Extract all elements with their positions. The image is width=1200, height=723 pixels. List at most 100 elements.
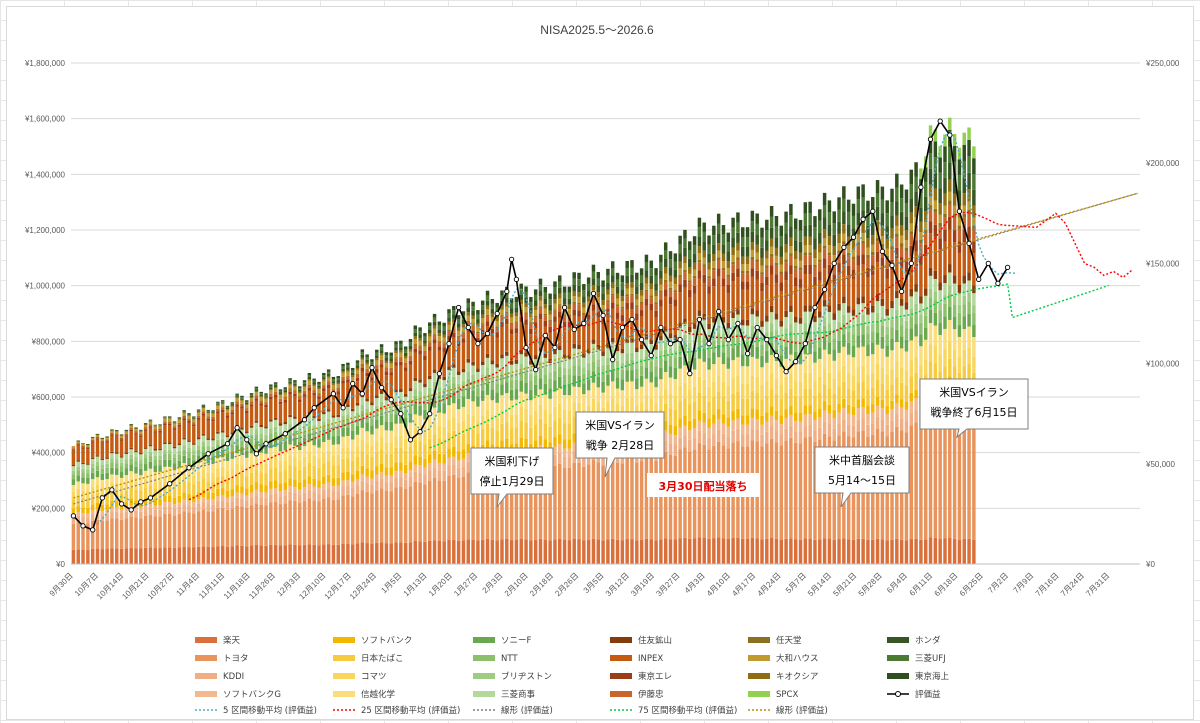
legend-item[interactable]: 任天堂 bbox=[748, 635, 802, 646]
bar-segment bbox=[249, 406, 254, 426]
bar-segment bbox=[297, 442, 302, 450]
legend-item[interactable]: NTT bbox=[473, 654, 518, 664]
bar-segment bbox=[432, 334, 437, 340]
eval-profit-point bbox=[388, 397, 394, 403]
bar-segment bbox=[712, 397, 716, 415]
bar-segment bbox=[625, 294, 629, 297]
chart-frame[interactable]: ¥0 ¥200,000 ¥400,000 ¥600,000 ¥800,000 ¥1,000… bbox=[6, 6, 1194, 720]
bar-segment bbox=[668, 275, 673, 282]
bar-segment bbox=[514, 328, 519, 334]
bar-segment bbox=[803, 437, 808, 539]
bar-segment bbox=[543, 409, 548, 424]
legend-item[interactable]: 三菱商事 bbox=[473, 689, 536, 700]
bar-segment bbox=[129, 425, 133, 429]
bar-segment bbox=[798, 539, 803, 564]
bar-segment bbox=[182, 416, 186, 419]
bar-segment bbox=[158, 425, 162, 427]
legend-item[interactable]: 日本たばこ bbox=[333, 653, 404, 664]
bar-segment bbox=[336, 454, 340, 466]
bar-segment bbox=[148, 426, 153, 428]
bar-segment bbox=[736, 391, 740, 409]
x-tick-label: 7月24日 bbox=[1059, 571, 1086, 598]
bar-segment bbox=[601, 300, 605, 306]
bar-segment bbox=[683, 238, 687, 248]
legend-item[interactable]: 三菱UFJ bbox=[887, 653, 946, 664]
bar-segment bbox=[447, 340, 451, 367]
bar-segment bbox=[851, 315, 856, 327]
bar-segment bbox=[750, 221, 755, 232]
legend-item[interactable]: 大和ハウス bbox=[748, 653, 819, 664]
bar-segment bbox=[856, 419, 861, 432]
legend-item[interactable]: 線形 (評価益) bbox=[748, 705, 828, 716]
bar-segment bbox=[769, 373, 774, 390]
legend-item[interactable]: トヨタ bbox=[195, 654, 249, 664]
bar-segment bbox=[798, 260, 803, 268]
bar-segment bbox=[750, 249, 755, 257]
bar-segment bbox=[249, 401, 254, 405]
bar-segment bbox=[490, 313, 495, 318]
bar-segment bbox=[553, 354, 557, 364]
legend-item[interactable]: 東京海上 bbox=[887, 671, 950, 682]
bar-segment bbox=[649, 361, 653, 372]
bar-segment bbox=[697, 430, 702, 444]
bar-segment bbox=[856, 399, 861, 409]
legend-item[interactable]: キオクシア bbox=[748, 672, 818, 682]
legend-swatch bbox=[473, 673, 495, 679]
bar-segment bbox=[403, 363, 408, 368]
legend-item[interactable]: コマツ bbox=[333, 672, 387, 682]
bar-segment bbox=[254, 392, 259, 396]
bar-segment bbox=[115, 430, 119, 431]
bar-segment bbox=[143, 464, 148, 471]
bar-segment bbox=[673, 357, 678, 368]
bar-segment bbox=[350, 370, 355, 373]
legend-item[interactable]: 線形 (評価益) bbox=[473, 705, 553, 716]
bar-segment bbox=[524, 382, 528, 394]
bar-segment bbox=[153, 426, 157, 430]
bar-segment bbox=[148, 446, 153, 452]
bar-segment bbox=[688, 420, 692, 431]
bar-segment bbox=[519, 304, 523, 310]
bar-segment bbox=[933, 208, 938, 213]
legend-item[interactable]: 25 区間移動平均 (評価益) bbox=[333, 705, 460, 716]
bar-segment bbox=[615, 539, 620, 564]
bar-segment bbox=[437, 480, 442, 541]
bar-segment bbox=[105, 510, 109, 515]
bar-segment bbox=[302, 479, 307, 488]
legend-item[interactable]: ソフトバンク bbox=[333, 636, 412, 646]
legend-item[interactable]: ソニーF bbox=[473, 636, 532, 646]
bar-segment bbox=[317, 493, 321, 502]
legend-item[interactable]: ホンダ bbox=[887, 635, 941, 646]
legend-item[interactable]: 信越化学 bbox=[333, 689, 396, 700]
legend-item[interactable]: 75 区間移動平均 (評価益) bbox=[610, 705, 737, 716]
bar-segment bbox=[736, 375, 740, 392]
bar-segment bbox=[346, 427, 350, 436]
bar-segment bbox=[741, 383, 745, 399]
bar-segment bbox=[461, 449, 466, 459]
bar-segment bbox=[134, 500, 138, 507]
legend-item[interactable]: ソフトバンクG bbox=[195, 690, 281, 700]
bar-segment bbox=[885, 326, 889, 335]
bar-segment bbox=[692, 285, 697, 294]
bar-segment bbox=[240, 464, 244, 475]
bar-segment bbox=[895, 201, 899, 216]
legend-item[interactable]: 楽天 bbox=[195, 635, 241, 646]
bar-segment bbox=[143, 448, 148, 455]
legend-item[interactable]: 5 区間移動平均 (評価益) bbox=[195, 705, 317, 716]
bar-segment bbox=[461, 406, 466, 421]
legend-item[interactable]: ブリヂストン bbox=[473, 671, 552, 682]
legend-item[interactable]: 住友鉱山 bbox=[610, 635, 672, 646]
bar-segment bbox=[673, 367, 678, 380]
bar-segment bbox=[582, 456, 586, 467]
legend-item[interactable]: KDDI bbox=[195, 672, 244, 682]
legend-item[interactable]: 評価益 bbox=[887, 689, 941, 700]
bar-segment bbox=[389, 467, 393, 476]
legend-item[interactable]: 伊藤忠 bbox=[610, 689, 664, 700]
bar-segment bbox=[697, 270, 702, 279]
bar-segment bbox=[413, 352, 418, 378]
bar-segment bbox=[76, 470, 80, 476]
bar-segment bbox=[702, 266, 706, 275]
legend-item[interactable]: 東京エレ bbox=[610, 671, 672, 682]
legend-item[interactable]: INPEX bbox=[610, 654, 663, 664]
legend-item[interactable]: SPCX bbox=[748, 690, 798, 700]
